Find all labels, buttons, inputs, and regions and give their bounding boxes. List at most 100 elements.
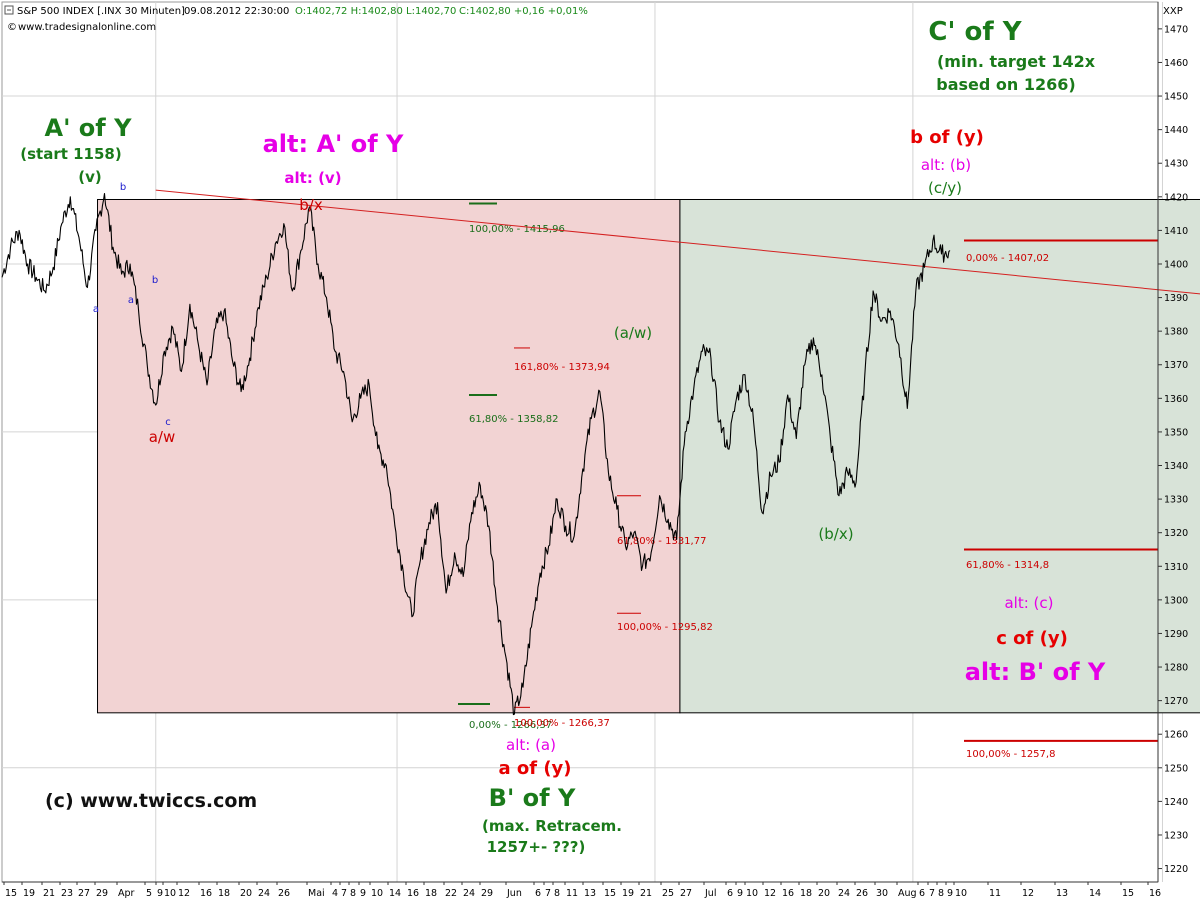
y-tick-label: 1230 [1164,830,1188,841]
y-tick-label: 1470 [1164,24,1188,35]
wave-label: alt: A' of Y [263,130,404,158]
x-tick-label: 12 [764,888,776,899]
x-tick-label: 24 [838,888,850,899]
advance-box [679,198,1200,714]
x-tick-label: 9 [360,888,366,899]
x-tick-label: 7 [545,888,551,899]
x-tick-label: 13 [584,888,596,899]
x-tick-label: 4 [332,888,338,899]
y-tick-label: 1350 [1164,427,1188,438]
x-tick-label: 16 [200,888,212,899]
x-tick-label: Aug [898,888,917,899]
x-tick-label: Jun [506,888,522,899]
x-tick-label: 6 [919,888,925,899]
wave-label: C' of Y [928,17,1022,47]
y-tick-label: 1450 [1164,92,1188,103]
wave-label: A' of Y [45,114,133,142]
wave-label: a of (y) [498,758,571,779]
chart-header: S&P 500 INDEX [.INX 30 Minuten] 09.08.20… [4,5,1183,33]
x-tick-label: 15 [604,888,616,899]
x-tick-label: 20 [818,888,830,899]
y-tick-label: 1390 [1164,293,1188,304]
x-tick-label: Mai [308,888,325,899]
wave-label: b [152,275,158,286]
fib-level-label: 161,80% - 1373,94 [514,362,610,373]
x-tick-label: 18 [800,888,812,899]
x-tick-label: 18 [425,888,437,899]
x-tick-label: 13 [1056,888,1068,899]
trendline-layer [155,189,1200,295]
corner-label: XXP [1163,6,1183,17]
y-tick-label: 1380 [1164,327,1188,338]
x-tick-label: 9 [947,888,953,899]
y-tick-label: 1250 [1164,763,1188,774]
x-tick-label: Apr [118,888,135,899]
x-tick-label: 15 [5,888,17,899]
x-tick-label: 18 [218,888,230,899]
y-tick-label: 1320 [1164,528,1188,539]
x-tick-label: 22 [445,888,457,899]
x-tick-label: 9 [737,888,743,899]
x-tick-label: 30 [876,888,888,899]
x-tick-label: 15 [1122,888,1134,899]
x-tick-label: 12 [178,888,190,899]
fib-level-label: 61,80% - 1314,8 [966,560,1049,571]
y-tick-label: 1280 [1164,663,1188,674]
wave-label: (min. target 142x [937,52,1096,71]
x-tick-label: 27 [680,888,692,899]
ohlc-label: O:1402,72 H:1402,80 L:1402,70 [295,6,456,17]
wave-label: alt: (c) [1004,594,1053,612]
x-tick-label: 16 [782,888,794,899]
wave-label: c of (y) [996,628,1068,649]
x-tick-label: 16 [407,888,419,899]
fib-level-layer: 100,00% - 1415,96 61,80% - 1358,82 0,00% -… [458,202,1158,760]
x-tick-label: 16 [1149,888,1161,899]
x-tick-label: 21 [640,888,652,899]
x-tick-label: 14 [389,888,401,899]
x-tick-label: 29 [96,888,108,899]
x-tick-label: 8 [350,888,356,899]
wave-label: (start 1158) [20,145,121,163]
symbol-label: S&P 500 INDEX [.INX 30 Minuten] [17,6,185,17]
wave-label: (max. Retracem. [482,817,622,835]
y-tick-label: 1270 [1164,696,1188,707]
x-tick-label: 5 [146,888,152,899]
y-tick-label: 1330 [1164,495,1188,506]
wave-label: (a/w) [614,324,652,342]
x-tick-label: 26 [856,888,868,899]
x-tick-label: 10 [746,888,758,899]
y-tick-label: 1240 [1164,797,1188,808]
fib-level-label: 100,00% - 1266,37 [514,718,610,729]
fib-level-label: 100,00% - 1295,82 [617,622,713,633]
x-tick-label: 26 [278,888,290,899]
x-tick-label: 20 [240,888,252,899]
fib-box-layer [97,198,1200,714]
x-tick-label: Jul [704,888,716,899]
collapse-icon[interactable] [4,5,14,15]
x-tick-label: 8 [554,888,560,899]
fib-level-label: 100,00% - 1415,96 [469,224,565,235]
price-series-line[interactable] [1,192,951,716]
wave-label: alt: (a) [506,736,556,754]
wave-label: alt: B' of Y [965,658,1106,686]
y-tick-label: 1460 [1164,58,1188,69]
y-tick-label: 1370 [1164,360,1188,371]
x-tick-label: 12 [1022,888,1034,899]
wave-label: alt: (b) [921,156,971,174]
wave-label: based on 1266) [936,75,1075,94]
y-tick-label: 1260 [1164,730,1188,741]
x-tick-label: 9 [157,888,163,899]
y-tick-label: 1430 [1164,159,1188,170]
x-tick-label: 19 [622,888,634,899]
x-tick-label: 19 [23,888,35,899]
x-tick-label: 25 [662,888,674,899]
wave-label: B' of Y [489,784,576,812]
y-tick-label: 1360 [1164,394,1188,405]
x-tick-label: 14 [1089,888,1101,899]
wave-label: (b/x) [818,525,853,543]
x-tick-label: 7 [341,888,347,899]
close-change-label: C:1402,80 +0,16 +0,01% [459,6,588,17]
